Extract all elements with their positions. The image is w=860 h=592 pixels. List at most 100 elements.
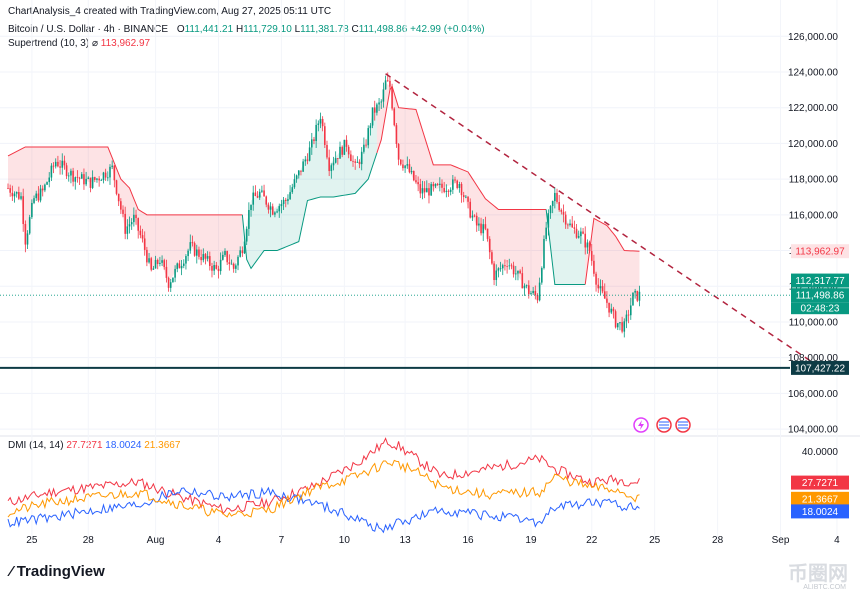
candle-body	[369, 125, 372, 129]
candle-body	[393, 108, 396, 126]
candle-body	[117, 193, 120, 202]
candle-body	[152, 268, 155, 270]
candle-body	[376, 104, 378, 113]
candle-body	[137, 218, 139, 231]
candle-body	[228, 262, 231, 265]
candle-body	[345, 139, 348, 147]
candle-body	[625, 314, 628, 322]
candle-body	[389, 80, 391, 87]
candle-body	[48, 177, 51, 183]
candle-body	[627, 314, 630, 316]
candle-body	[326, 144, 328, 158]
resistance-trendline[interactable]	[385, 73, 812, 362]
candle-body	[621, 322, 623, 332]
candle-body	[295, 175, 298, 180]
candle-body	[510, 265, 513, 267]
candle-body	[215, 265, 218, 269]
candle-body	[109, 166, 111, 178]
supertrend-line-down	[376, 85, 547, 210]
x-tick-label: 28	[712, 535, 724, 546]
supertrend-red-tag-bg	[791, 244, 849, 259]
lightning-bolt-icon	[638, 420, 644, 430]
candle-body	[287, 199, 289, 201]
candle-body	[161, 260, 163, 263]
y-tick-label: 124,000.00	[788, 67, 838, 78]
low-value: 111,381.78	[300, 24, 349, 35]
candle-body	[534, 290, 537, 296]
change-value: +42.99 (+0.04%)	[410, 24, 485, 35]
candle-body	[482, 224, 485, 234]
candle-body	[495, 270, 498, 281]
candle-body	[319, 118, 322, 124]
dmi-y-tick-label: 40.0000	[802, 447, 839, 458]
candle-body	[211, 265, 213, 271]
x-tick-label: 4	[216, 535, 222, 546]
candle-body	[224, 251, 226, 255]
candle-body	[256, 196, 259, 198]
x-tick-label: 10	[339, 535, 351, 546]
candle-body	[202, 254, 205, 261]
x-tick-label: Sep	[772, 535, 790, 546]
candle-body	[449, 189, 452, 192]
candle-body	[577, 236, 580, 238]
candle-body	[241, 250, 244, 254]
candle-body	[20, 196, 22, 199]
candle-body	[28, 217, 31, 234]
candle-body	[80, 174, 83, 179]
candle-body	[83, 174, 85, 185]
candle-body	[232, 263, 235, 269]
candle-body	[187, 250, 189, 257]
candle-body	[445, 190, 448, 192]
candle-body	[634, 290, 636, 293]
close-label: C	[351, 24, 359, 35]
candle-body	[619, 322, 621, 324]
candle-body	[334, 158, 337, 163]
event-icons[interactable]	[633, 417, 691, 433]
candle-body	[128, 224, 131, 227]
candle-body	[601, 286, 604, 292]
candle-body	[363, 144, 365, 152]
candle-body	[302, 161, 304, 172]
candle-body	[313, 139, 315, 141]
candle-body	[612, 308, 615, 312]
candle-body	[514, 273, 517, 275]
y-tick-label: 116,000.00	[789, 210, 839, 221]
candle-body	[538, 282, 541, 301]
high-label: H	[235, 24, 244, 35]
candle-body	[174, 268, 176, 278]
candle-body	[37, 193, 40, 201]
candle-body	[508, 265, 511, 267]
candle-body	[165, 266, 168, 278]
candle-body	[308, 147, 311, 161]
candle-body	[115, 180, 118, 194]
candle-body	[222, 254, 224, 260]
candle-body	[521, 273, 524, 289]
candle-body	[252, 192, 255, 205]
candle-body	[44, 184, 46, 191]
candle-body	[417, 182, 419, 185]
candle-body	[499, 268, 502, 270]
candle-body	[423, 188, 426, 193]
candle-body	[608, 302, 610, 313]
candle-body	[102, 172, 105, 181]
candle-body	[213, 265, 215, 271]
candle-body	[441, 183, 443, 188]
dmi-adx-value: 21.3667	[144, 440, 181, 451]
candle-body	[452, 179, 454, 190]
candle-body	[337, 158, 339, 159]
candle-body	[96, 178, 98, 180]
candle-body	[397, 143, 400, 160]
candle-body	[139, 230, 142, 236]
candle-body	[430, 184, 432, 196]
candle-body	[341, 146, 343, 155]
candle-body	[399, 159, 402, 165]
candle-body	[304, 159, 307, 162]
candle-body	[384, 80, 387, 90]
tradingview-logo[interactable]: ⁄ TradingView	[10, 563, 105, 580]
supertrend-fill-down	[585, 218, 640, 328]
candle-body	[590, 251, 593, 261]
support-tag-bg	[791, 360, 849, 375]
dmi-series-line	[7, 437, 640, 515]
candle-body	[276, 211, 278, 213]
